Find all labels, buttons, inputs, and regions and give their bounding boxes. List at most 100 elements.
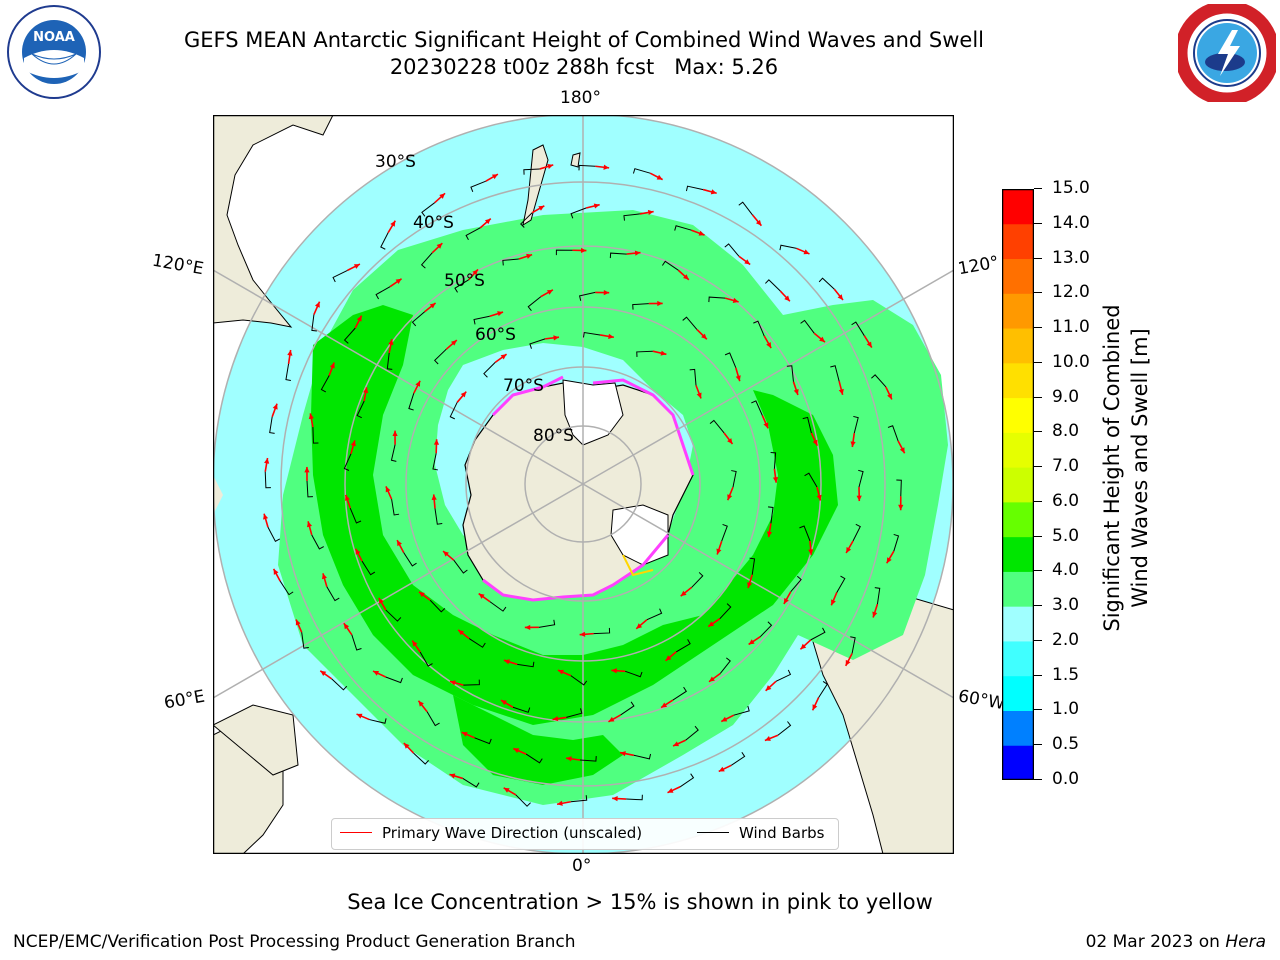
wind-barb — [802, 416, 812, 434]
wind-barb — [633, 753, 652, 760]
wave-arrow-head — [458, 629, 465, 636]
wave-arrow-head — [356, 315, 362, 322]
footer-date: 02 Mar 2023 on Hera — [1086, 932, 1266, 952]
wave-arrow-head — [608, 716, 615, 722]
wind-barb — [708, 296, 726, 303]
wave-arrow-head — [378, 597, 384, 604]
wave-arrow-head — [872, 611, 878, 618]
wind-barb — [391, 499, 400, 516]
wind-barb — [871, 374, 887, 388]
wind-barb — [765, 279, 781, 292]
colorbar-tick-mark — [1034, 361, 1042, 363]
wind-barb — [332, 269, 348, 283]
wind-barb — [777, 721, 792, 736]
colorbar-tick-label: 10.0 — [1052, 351, 1090, 372]
wind-barb — [682, 316, 698, 330]
wind-barb — [515, 794, 531, 807]
wave-arrow-head — [397, 540, 402, 547]
wave-arrow-head — [886, 557, 892, 564]
wind-barb — [626, 794, 643, 801]
wind-barb — [724, 243, 740, 257]
wave-arrow-head — [812, 439, 818, 446]
wind-barb — [529, 338, 546, 349]
wind-barb — [512, 706, 531, 713]
wind-barb — [411, 311, 425, 327]
wave-arrow-head — [620, 751, 626, 757]
wave-arrow-head — [272, 403, 278, 410]
wave-arrow-head — [350, 440, 356, 447]
wind-barb — [709, 419, 725, 434]
wave-arrow-head — [461, 732, 468, 737]
lat-label-70s: 70°S — [503, 376, 544, 396]
wind-barb — [463, 679, 480, 686]
wave-arrow-head — [765, 685, 772, 691]
wind-barb — [786, 365, 794, 382]
legend-barb-label: Wind Barbs — [739, 824, 825, 842]
wind-barb — [767, 506, 774, 524]
chart-subtitle: 20230228 t00z 288h fcst Max: 5.26 — [389, 55, 779, 79]
wind-barb — [578, 164, 596, 171]
colorbar-tick-mark — [1034, 639, 1042, 641]
wind-barb — [852, 523, 861, 542]
wave-arrow-head — [395, 278, 402, 284]
colorbar-tick-label: 1.5 — [1052, 664, 1080, 685]
wave-arrow-head — [898, 504, 904, 511]
wind-barb — [609, 252, 627, 259]
wave-arrow-head — [727, 438, 733, 444]
wave-arrow-head — [721, 716, 728, 722]
wave-arrow-head — [660, 350, 667, 356]
wave-arrow-head — [524, 624, 531, 631]
wind-barb — [421, 202, 435, 217]
wind-barb — [269, 416, 275, 434]
wind-barb — [578, 291, 596, 301]
colorbar-tick-mark — [1034, 500, 1042, 502]
wind-barb — [620, 701, 635, 716]
wind-barb — [676, 639, 691, 653]
wind-barb — [473, 315, 490, 325]
wind-barb — [267, 526, 281, 542]
noaa-logo: NOAA — [7, 5, 101, 99]
colorbar-tick-mark — [1034, 431, 1042, 433]
wave-arrow-head — [373, 670, 380, 676]
colorbar — [1002, 189, 1034, 780]
wave-arrow-head — [612, 796, 618, 802]
colorbar-tick-mark — [1034, 674, 1042, 676]
wind-barb — [858, 469, 864, 488]
wave-arrow-head — [439, 193, 446, 199]
wind-barb — [351, 634, 362, 651]
wind-barb — [483, 362, 496, 378]
wind-barb — [570, 675, 588, 686]
colorbar-tick-mark — [1034, 396, 1042, 398]
colorbar-tick-mark — [1034, 709, 1042, 711]
wind-barb — [369, 718, 387, 724]
wind-barb — [474, 737, 492, 745]
wave-arrow-head — [667, 788, 674, 793]
colorbar-band — [1002, 467, 1034, 503]
wave-arrow-head — [388, 339, 394, 345]
wind-barb — [632, 168, 651, 174]
wind-barb — [380, 232, 389, 250]
wind-barb — [818, 277, 835, 290]
wave-arrow-head — [557, 669, 564, 675]
wave-arrow-head — [812, 704, 818, 711]
footer-date-text: 02 Mar 2023 on — [1085, 932, 1226, 952]
wave-arrow-head — [747, 582, 753, 589]
wind-barb — [799, 525, 811, 542]
wave-arrow-head — [783, 597, 789, 604]
wind-barb — [326, 586, 340, 602]
wave-arrow-head — [433, 439, 440, 445]
wave-arrow-head — [831, 599, 836, 606]
wave-arrow-head — [418, 700, 424, 707]
wind-barb — [790, 575, 802, 593]
wind-barb — [582, 331, 601, 338]
wind-barb — [426, 711, 440, 727]
colorbar-tick-mark — [1034, 779, 1042, 780]
wave-arrow-head — [710, 189, 717, 195]
wind-barb — [520, 212, 533, 228]
wave-arrow-head — [593, 203, 600, 209]
wind-barb — [385, 609, 402, 622]
wind-barb — [413, 752, 430, 765]
colorbar-band — [1002, 745, 1034, 780]
colorbar-band — [1002, 397, 1034, 433]
wave-arrow-head — [846, 547, 852, 554]
